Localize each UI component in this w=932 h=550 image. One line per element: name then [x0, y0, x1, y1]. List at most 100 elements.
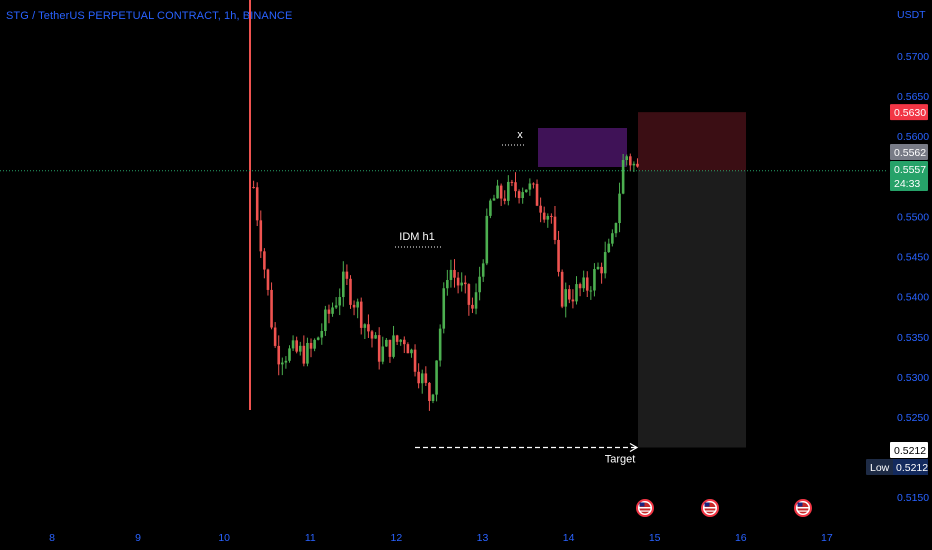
y-tick-label: 0.5150: [897, 492, 929, 504]
candle: [385, 337, 388, 347]
candle-body: [557, 239, 560, 272]
candle-body: [406, 344, 410, 354]
candle: [395, 334, 399, 345]
candle-body: [402, 339, 406, 345]
y-tick-label: 0.5600: [897, 131, 929, 143]
candle: [542, 206, 546, 223]
candle-body: [471, 304, 474, 309]
candle-body: [535, 183, 539, 206]
candle-body: [607, 243, 611, 253]
stop-price-badge: 0.5630: [890, 104, 928, 121]
x-tick-label: 14: [563, 532, 575, 544]
candle-body: [363, 324, 367, 328]
candle: [367, 314, 370, 338]
candle-body: [359, 301, 363, 328]
candle-body: [589, 290, 593, 292]
x-tick-label: 9: [135, 532, 141, 544]
flag-stripe: [704, 510, 716, 512]
candle-body: [485, 215, 489, 264]
candle-body: [560, 271, 564, 307]
candle: [309, 338, 313, 358]
low-value-bg: [893, 459, 928, 475]
candle: [546, 213, 550, 228]
candle-body: [331, 307, 334, 314]
candle-body: [467, 284, 471, 305]
candle-body: [542, 212, 546, 220]
candle-body: [255, 187, 259, 221]
candle-body: [629, 156, 632, 166]
candle-body: [489, 200, 492, 216]
candle-body: [263, 251, 266, 270]
candle-body: [507, 181, 510, 201]
flag-canton: [639, 502, 645, 507]
y-tick-label: 0.5350: [897, 332, 929, 344]
y-tick-label: 0.5650: [897, 91, 929, 103]
us-flag-icon[interactable]: [794, 499, 812, 517]
candle-body: [449, 269, 453, 281]
candle: [453, 259, 456, 288]
last-price-badge-bg: [890, 144, 928, 160]
target-price-badge-bg: [890, 442, 928, 458]
candle-body: [259, 220, 263, 252]
us-flag-icon[interactable]: [636, 499, 654, 517]
candle: [521, 187, 524, 204]
candle: [331, 302, 334, 317]
candle: [510, 179, 514, 187]
candle-body: [524, 189, 528, 193]
candle: [298, 341, 302, 356]
candle: [288, 345, 291, 363]
candle-body: [324, 309, 327, 332]
candle-body: [596, 266, 600, 270]
candle-body: [456, 277, 460, 286]
candle: [345, 264, 349, 286]
candle: [342, 261, 345, 307]
candle-body: [281, 362, 284, 365]
candle-body: [413, 349, 417, 372]
candle: [611, 229, 614, 247]
candle: [460, 272, 463, 292]
candle-body: [284, 360, 288, 363]
candle: [568, 285, 571, 304]
candle: [532, 182, 535, 189]
candle: [406, 342, 410, 354]
stop-price-badge-text: 0.5630: [894, 107, 926, 119]
candle: [496, 179, 499, 199]
candle-body: [564, 289, 568, 307]
candle: [388, 339, 392, 363]
candle: [277, 335, 281, 376]
candle-body: [514, 182, 517, 192]
candle-body: [320, 331, 324, 338]
us-flag-icon[interactable]: [701, 499, 719, 517]
candle: [528, 178, 532, 196]
candle-body: [593, 269, 596, 291]
candle-body: [521, 192, 524, 199]
candle: [557, 230, 560, 277]
y-tick-label: 0.5500: [897, 211, 929, 223]
candle: [302, 335, 306, 367]
target-label: Target: [605, 453, 636, 465]
candle-series: [249, 0, 639, 411]
candle: [621, 153, 625, 195]
candle: [263, 248, 266, 279]
candle: [629, 153, 632, 172]
current-price-badge: 0.5557 24:33: [890, 161, 928, 191]
candle-body: [428, 382, 431, 401]
candle-body: [270, 289, 273, 328]
candle: [489, 198, 492, 219]
candle-body: [385, 339, 388, 347]
candle-body: [356, 301, 359, 308]
candle-body: [277, 345, 281, 365]
candle: [578, 282, 582, 297]
candle-body: [288, 348, 291, 361]
candle: [356, 298, 359, 319]
candle-body: [431, 394, 435, 401]
candle-body: [388, 339, 392, 357]
candle-body: [603, 252, 607, 274]
candle-body: [410, 349, 413, 354]
x-tick-label: 16: [735, 532, 747, 544]
candle: [413, 344, 417, 377]
candle: [377, 327, 381, 370]
candle: [603, 241, 607, 279]
candle-body: [374, 335, 377, 339]
